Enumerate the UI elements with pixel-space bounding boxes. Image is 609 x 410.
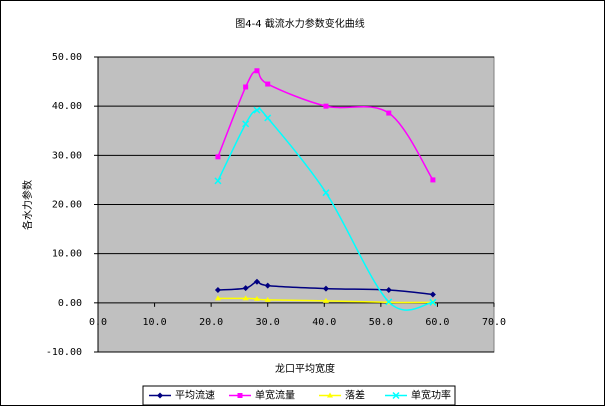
x-tick-label: 70.0 (482, 317, 506, 328)
marker (322, 189, 330, 197)
legend-label: 单宽流量 (255, 389, 295, 402)
marker (430, 177, 436, 183)
legend: 平均流速 单宽流量 落差 单宽功率 (142, 385, 456, 406)
x-tick-label: 40.0 (312, 317, 336, 328)
chart-title: 图4-4 截流水力参数变化曲线 (235, 17, 365, 30)
marker (214, 295, 221, 301)
marker (254, 68, 260, 74)
legend-marker (157, 392, 163, 399)
x-tick-label: 60.0 (425, 317, 449, 328)
marker (253, 106, 261, 114)
y-axis-label: 各水力参数 (21, 180, 34, 230)
y-tick-label: 20.00 (52, 200, 82, 211)
legend-label: 平均流速 (175, 389, 215, 402)
marker (323, 103, 329, 109)
marker (253, 295, 260, 301)
marker (214, 287, 221, 294)
x-tick-label: 10.0 (143, 317, 167, 328)
y-tick-label: 10.00 (52, 249, 82, 260)
x-tick-label: 0.0 (89, 317, 107, 328)
y-tick-label: 50.00 (52, 52, 82, 63)
marker (253, 278, 260, 285)
marker (264, 282, 271, 289)
marker (265, 81, 271, 87)
legend-marker (392, 391, 400, 400)
marker (386, 110, 392, 116)
x-axis-label: 龙口平均宽度 (275, 362, 335, 375)
marker (264, 114, 272, 122)
legend-label: 落差 (345, 389, 365, 402)
y-tick-label: -10.00 (46, 347, 82, 358)
marker (322, 285, 329, 292)
marker (385, 287, 392, 294)
marker (429, 298, 437, 306)
legend-marker (237, 393, 243, 398)
x-tick-label: 50.0 (369, 317, 393, 328)
marker (242, 295, 249, 301)
legend-box (142, 385, 456, 406)
marker (322, 297, 329, 303)
marker (385, 298, 393, 306)
legend-marker (327, 392, 333, 398)
marker (214, 177, 222, 185)
x-tick-label: 20.0 (199, 317, 223, 328)
y-tick-label: 0.00 (58, 298, 82, 309)
marker (243, 84, 249, 90)
marker (242, 285, 249, 292)
y-tick-label: 30.00 (52, 150, 82, 161)
legend-label: 单宽功率 (411, 389, 451, 402)
marker (429, 291, 436, 298)
x-tick-label: 30.0 (256, 317, 280, 328)
marker (242, 120, 250, 128)
marker (215, 154, 221, 160)
y-tick-label: 40.00 (52, 101, 82, 112)
marker (264, 296, 271, 302)
